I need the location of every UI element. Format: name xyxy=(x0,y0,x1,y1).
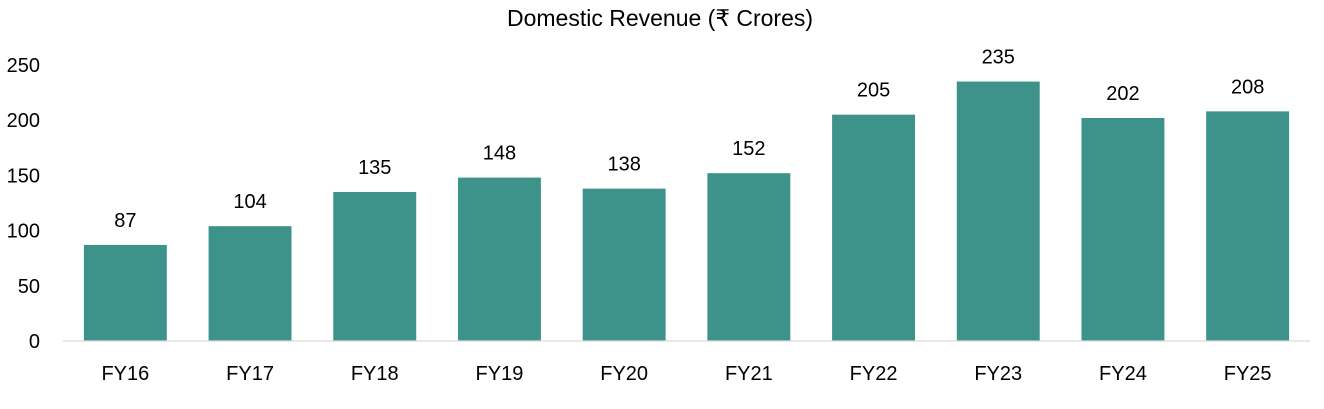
x-tick-label-fy25: FY25 xyxy=(1224,363,1272,385)
y-tick-label: 150 xyxy=(7,165,40,187)
x-tick-label-fy21: FY21 xyxy=(725,363,773,385)
y-axis: 0 50 100 150 200 250 xyxy=(7,55,40,353)
y-tick-label: 50 xyxy=(18,276,40,298)
data-label-fy25: 208 xyxy=(1231,76,1264,98)
x-axis: FY16 FY17 FY18 FY19 FY20 FY21 FY22 FY23 FY24 FY25 xyxy=(101,363,1271,385)
data-label-fy18: 135 xyxy=(358,157,391,179)
x-tick-label-fy20: FY20 xyxy=(600,363,648,385)
x-tick-label-fy16: FY16 xyxy=(101,363,149,385)
x-tick-label-fy18: FY18 xyxy=(351,363,399,385)
data-label-fy21: 152 xyxy=(732,138,765,160)
data-label-fy19: 148 xyxy=(483,143,516,165)
data-label-fy16: 87 xyxy=(114,210,136,232)
chart-title: Domestic Revenue (₹ Crores) xyxy=(507,5,813,31)
x-tick-label-fy23: FY23 xyxy=(974,363,1022,385)
bar-fy16 xyxy=(83,244,167,341)
bar-fy20 xyxy=(582,188,666,341)
x-tick-label-fy24: FY24 xyxy=(1099,363,1147,385)
bar-fy19 xyxy=(457,177,541,341)
x-tick-label-fy19: FY19 xyxy=(476,363,524,385)
data-label-fy22: 205 xyxy=(857,80,890,102)
data-labels-group: 87 104 135 148 138 152 205 235 202 208 xyxy=(114,47,1264,232)
y-tick-label: 0 xyxy=(29,331,40,353)
bar-fy25 xyxy=(1206,111,1290,341)
y-tick-label: 250 xyxy=(7,55,40,77)
bar-fy17 xyxy=(208,226,292,341)
x-tick-label-fy22: FY22 xyxy=(850,363,898,385)
bars-group xyxy=(83,81,1290,342)
bar-fy22 xyxy=(832,114,916,342)
bar-fy18 xyxy=(333,191,417,341)
data-label-fy24: 202 xyxy=(1106,83,1139,105)
data-label-fy20: 138 xyxy=(607,154,640,176)
y-tick-label: 100 xyxy=(7,221,40,243)
data-label-fy17: 104 xyxy=(233,191,266,213)
bar-fy21 xyxy=(707,173,791,341)
data-label-fy23: 235 xyxy=(982,47,1015,69)
x-tick-label-fy17: FY17 xyxy=(226,363,274,385)
y-tick-label: 200 xyxy=(7,110,40,132)
bar-fy23 xyxy=(956,81,1040,341)
bar-fy24 xyxy=(1081,117,1165,341)
